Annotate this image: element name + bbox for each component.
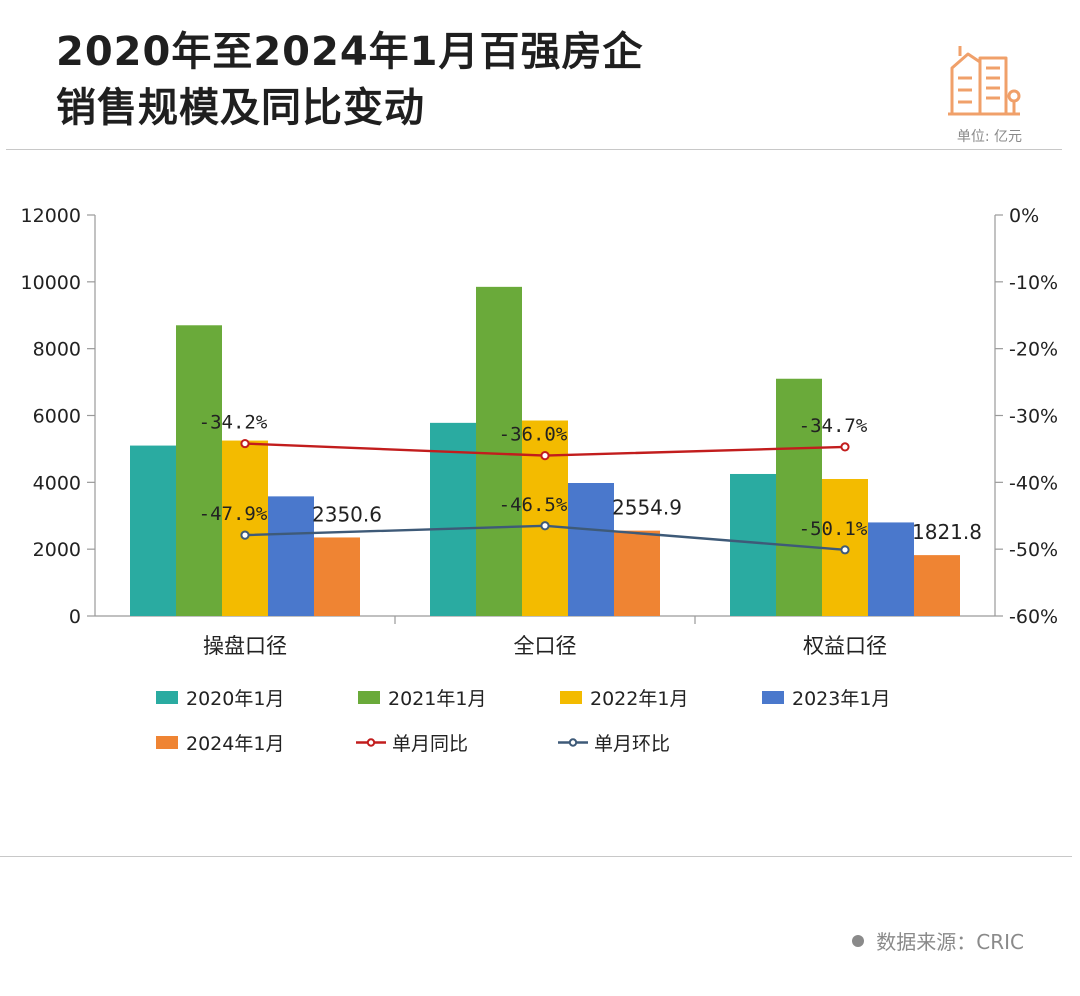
category-label: 全口径 bbox=[514, 634, 577, 658]
y-right-tick-label: -50% bbox=[1009, 539, 1058, 561]
bar bbox=[522, 420, 568, 616]
y-right-tick-label: 0% bbox=[1009, 205, 1039, 227]
chart-title: 2020年至2024年1月百强房企 销售规模及同比变动 bbox=[56, 24, 816, 136]
bar-data-label: 1821.8 bbox=[912, 520, 982, 544]
legend-label: 2022年1月 bbox=[590, 688, 689, 710]
line-point bbox=[240, 438, 250, 449]
unit-label: 单位: 亿元 bbox=[956, 129, 1022, 145]
bullet-dot-icon bbox=[852, 934, 865, 947]
bar-data-label: 2350.6 bbox=[312, 502, 382, 526]
y-left-tick-label: 8000 bbox=[33, 339, 81, 361]
y-left-tick-label: 0 bbox=[69, 606, 81, 628]
y-left-tick-label: 2000 bbox=[33, 539, 81, 561]
bar bbox=[730, 473, 776, 616]
bar bbox=[314, 537, 360, 616]
legend-swatch bbox=[156, 736, 178, 749]
line-data-label: -46.5% bbox=[499, 494, 568, 516]
legend-label: 单月环比 bbox=[594, 733, 671, 755]
legend-item: 2021年1月 bbox=[358, 684, 486, 711]
legend-label: 2020年1月 bbox=[186, 688, 285, 710]
y-left-tick-label: 10000 bbox=[21, 272, 81, 294]
source-text: 数据来源：CRIC bbox=[876, 930, 1024, 954]
top-divider bbox=[6, 149, 1062, 150]
building-icon bbox=[948, 46, 1021, 116]
bar bbox=[776, 378, 822, 616]
bar bbox=[430, 422, 476, 616]
title-line-2: 销售规模及同比变动 bbox=[56, 85, 425, 131]
legend-line-key bbox=[356, 738, 386, 747]
y-right-tick-label: -20% bbox=[1009, 339, 1058, 361]
line-point bbox=[240, 530, 250, 540]
bar bbox=[176, 325, 222, 616]
legend-item: 单月同比 bbox=[356, 729, 468, 756]
line-data-label: -47.9% bbox=[199, 503, 268, 525]
legend-label: 2024年1月 bbox=[186, 733, 285, 755]
line-point bbox=[840, 442, 850, 452]
line-data-label: -34.7% bbox=[799, 415, 868, 437]
legend-item: 单月环比 bbox=[558, 729, 670, 756]
bar-data-label: 2554.9 bbox=[612, 496, 682, 520]
y-right-tick-label: -30% bbox=[1009, 406, 1058, 428]
legend-item: 2020年1月 bbox=[156, 684, 284, 711]
bar bbox=[568, 483, 614, 616]
bar bbox=[868, 522, 914, 616]
source-note: 数据来源：CRIC bbox=[852, 926, 1024, 955]
y-left-tick-label: 6000 bbox=[33, 406, 81, 428]
y-right-tick-label: -10% bbox=[1009, 272, 1058, 294]
legend-label: 2023年1月 bbox=[792, 688, 891, 710]
legend-item: 2023年1月 bbox=[762, 684, 890, 711]
line-data-label: -50.1% bbox=[799, 518, 868, 540]
bottom-divider bbox=[0, 856, 1072, 857]
legend-item: 2022年1月 bbox=[560, 684, 688, 711]
title-line-1: 2020年至2024年1月百强房企 bbox=[56, 29, 644, 75]
line-point bbox=[540, 451, 550, 461]
legend-swatch bbox=[762, 691, 784, 704]
y-right-tick-label: -40% bbox=[1009, 472, 1058, 494]
bar bbox=[222, 440, 268, 616]
bar bbox=[268, 496, 314, 616]
category-label: 权益口径 bbox=[803, 634, 887, 658]
category-label: 操盘口径 bbox=[203, 634, 287, 658]
chart-canvas: 12000 10000 8000 6000 4000 2000 0 0% -10% -20% -30… bbox=[21, 205, 1059, 658]
bar bbox=[130, 445, 176, 616]
legend-line-key bbox=[558, 738, 588, 747]
line-data-label: -36.0% bbox=[499, 424, 568, 446]
legend-swatch bbox=[560, 691, 582, 704]
legend-swatch bbox=[358, 691, 380, 704]
legend-swatch bbox=[156, 691, 178, 704]
bar bbox=[614, 530, 660, 616]
y-right-tick-label: -60% bbox=[1009, 606, 1058, 628]
y-left-tick-label: 4000 bbox=[33, 472, 81, 494]
bar bbox=[476, 286, 522, 616]
legend-label: 2021年1月 bbox=[388, 688, 487, 710]
line-data-label: -34.2% bbox=[199, 412, 268, 434]
line-point bbox=[840, 545, 850, 555]
legend-label: 单月同比 bbox=[392, 733, 469, 755]
bar bbox=[914, 555, 960, 616]
y-left-tick-label: 12000 bbox=[21, 205, 81, 227]
legend-item: 2024年1月 bbox=[156, 729, 284, 756]
line-point bbox=[540, 521, 550, 531]
